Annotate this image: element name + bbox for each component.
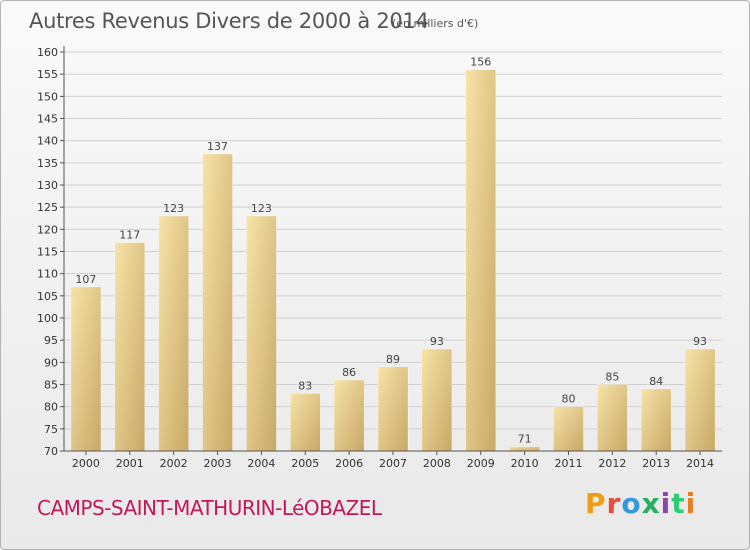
bar-value-label: 71 xyxy=(518,433,532,446)
y-tick-label: 115 xyxy=(37,246,58,259)
x-tick-label: 2002 xyxy=(160,457,188,470)
bar-value-label: 80 xyxy=(561,393,575,406)
bar-value-label: 123 xyxy=(163,202,184,215)
logo-letter: P xyxy=(585,487,607,520)
logo-letter: o xyxy=(621,487,642,520)
bar xyxy=(553,406,584,452)
bar xyxy=(114,242,146,452)
chart-subtitle: (en milliers d'€) xyxy=(392,17,479,30)
bar xyxy=(246,215,277,452)
y-tick-label: 120 xyxy=(37,223,58,236)
y-tick-label: 150 xyxy=(37,90,58,103)
y-tick-label: 135 xyxy=(37,157,58,170)
y-tick-label: 125 xyxy=(37,201,58,214)
x-tick-label: 2014 xyxy=(686,457,714,470)
bar xyxy=(640,388,672,452)
x-tick-label: 2009 xyxy=(467,457,495,470)
x-tick-label: 2003 xyxy=(204,457,232,470)
x-tick-label: 2008 xyxy=(423,457,451,470)
bar xyxy=(421,348,453,452)
proxiti-logo: Proxiti xyxy=(585,487,696,520)
bar-value-label: 123 xyxy=(251,202,272,215)
bar xyxy=(377,366,409,452)
y-tick-label: 110 xyxy=(37,268,58,281)
bar xyxy=(70,286,102,452)
y-tick-label: 75 xyxy=(44,423,58,436)
y-tick-label: 140 xyxy=(37,135,58,148)
bar-value-label: 84 xyxy=(649,375,663,388)
bar-value-label: 89 xyxy=(386,353,400,366)
bar xyxy=(684,348,716,452)
x-tick-label: 2012 xyxy=(598,457,626,470)
y-tick-label: 160 xyxy=(37,46,58,59)
x-tick-label: 2005 xyxy=(291,457,319,470)
logo-letter: x xyxy=(641,487,661,520)
x-tick-label: 2011 xyxy=(554,457,582,470)
bar xyxy=(509,446,540,452)
logo-letter: t xyxy=(671,487,686,520)
chart-title: Autres Revenus Divers de 2000 à 2014 xyxy=(29,9,429,33)
bar xyxy=(158,215,189,452)
y-tick-label: 155 xyxy=(37,68,58,81)
bar-value-label: 85 xyxy=(605,371,619,384)
x-tick-label: 2001 xyxy=(116,457,144,470)
x-tick-label: 2006 xyxy=(335,457,363,470)
bar xyxy=(202,153,233,452)
bar-value-label: 86 xyxy=(342,366,356,379)
commune-name: CAMPS-SAINT-MATHURIN-LéOBAZEL xyxy=(37,496,382,520)
y-tick-label: 130 xyxy=(37,179,58,192)
bar-value-label: 137 xyxy=(207,140,228,153)
y-tick-label: 105 xyxy=(37,290,58,303)
y-tick-label: 85 xyxy=(44,379,58,392)
y-tick-label: 145 xyxy=(37,113,58,126)
y-tick-label: 95 xyxy=(44,334,58,347)
bar-value-label: 156 xyxy=(470,56,491,69)
logo-letter: r xyxy=(606,487,622,520)
x-tick-label: 2007 xyxy=(379,457,407,470)
y-tick-label: 80 xyxy=(44,401,58,414)
x-tick-label: 2000 xyxy=(72,457,100,470)
logo-letter: i xyxy=(685,487,697,520)
bar xyxy=(597,384,628,452)
bar xyxy=(465,69,496,452)
y-tick-label: 100 xyxy=(37,312,58,325)
bar-value-label: 93 xyxy=(693,335,707,348)
logo-letter: i xyxy=(660,487,672,520)
y-tick-label: 90 xyxy=(44,356,58,369)
x-tick-label: 2004 xyxy=(247,457,275,470)
bar xyxy=(290,393,321,452)
bar-value-label: 83 xyxy=(298,379,312,392)
x-tick-label: 2013 xyxy=(642,457,670,470)
y-tick-label: 70 xyxy=(44,445,58,458)
bar-value-label: 107 xyxy=(75,273,96,286)
bar-value-label: 117 xyxy=(119,229,140,242)
x-tick-label: 2010 xyxy=(511,457,539,470)
bar-value-label: 93 xyxy=(430,335,444,348)
bar xyxy=(333,379,365,452)
